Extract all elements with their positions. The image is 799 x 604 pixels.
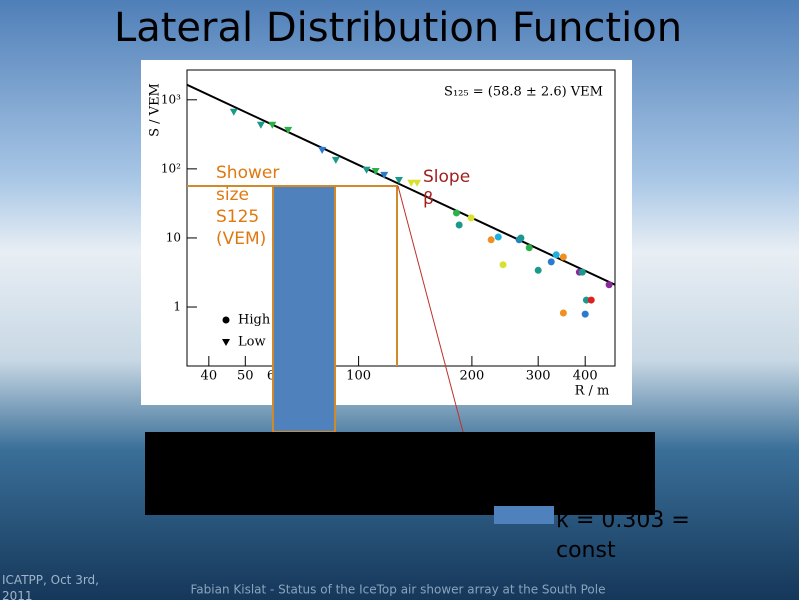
annotation: S₁₂₅ = (58.8 ± 2.6) VEM (444, 85, 603, 100)
plot-frame (186, 69, 616, 367)
kappa-label: κ = 0.303 = const (556, 508, 690, 563)
point (487, 236, 495, 244)
point (547, 258, 555, 266)
slope-label: Slope β (423, 167, 471, 209)
legend-label: Low (238, 335, 266, 350)
point (605, 281, 613, 289)
point (559, 309, 567, 317)
x-tick-label: 300 (526, 369, 551, 384)
point (371, 168, 380, 176)
y-tick-label: 1 (173, 300, 181, 314)
kappa-label-box: κ = 0.303 = const (556, 508, 690, 563)
point (467, 214, 475, 222)
fit-line (187, 83, 615, 286)
x-tick-label: 40 (201, 369, 218, 384)
footer-left-box: ICATPP, Oct 3rd, 2011 (2, 573, 99, 600)
slide-title: Lateral Distribution Function (114, 5, 682, 51)
plot-area (187, 83, 615, 318)
point (581, 310, 589, 318)
size-bar (272, 185, 336, 433)
footer-left: ICATPP, Oct 3rd, 2011 (2, 573, 99, 600)
point (517, 234, 525, 242)
chart: 11010²10³405060100200300400R / mS / VEMS… (148, 69, 616, 399)
point (582, 296, 590, 304)
x-tick-label: 400 (573, 369, 598, 384)
point (552, 251, 560, 259)
point (455, 221, 463, 229)
point (268, 121, 277, 129)
point (494, 233, 502, 241)
black-box (145, 432, 655, 515)
shower-label-box: Shower size S125 (VEM) (216, 163, 280, 249)
legend-label: High (238, 313, 271, 328)
point (256, 121, 265, 129)
point (534, 266, 542, 274)
point (578, 268, 586, 276)
y-axis-label: S / VEM (148, 83, 163, 137)
point (499, 261, 507, 269)
x-tick-label: 200 (459, 369, 484, 384)
slope-label-box: Slope β (423, 167, 471, 209)
point (362, 166, 371, 174)
point (284, 126, 293, 134)
x-axis-label: R / m (575, 384, 610, 399)
point (525, 244, 533, 252)
x-tick-label: 50 (237, 369, 254, 384)
point (331, 156, 340, 164)
y-tick-label: 10² (161, 161, 181, 175)
legend-marker (222, 339, 230, 346)
footer-center: Fabian Kislat - Status of the IceTop air… (190, 583, 605, 597)
point (587, 296, 595, 304)
legend-marker (222, 316, 230, 324)
slope-arrow (397, 185, 464, 433)
overlay: Shower size S125 (VEM) Slope β κ = 0.303… (2, 163, 690, 600)
y-tick-label: 10³ (161, 92, 181, 106)
point (407, 179, 416, 187)
y-tick-label: 10 (166, 230, 181, 244)
kappa-bar (494, 506, 554, 524)
point (452, 209, 460, 217)
point (413, 179, 422, 187)
point (318, 146, 327, 154)
shower-label: Shower size S125 (VEM) (216, 163, 280, 249)
chart-panel (141, 60, 632, 405)
point (559, 253, 567, 261)
point (380, 171, 389, 179)
point (394, 177, 403, 185)
point (229, 108, 238, 116)
x-tick-label: 100 (346, 369, 371, 384)
